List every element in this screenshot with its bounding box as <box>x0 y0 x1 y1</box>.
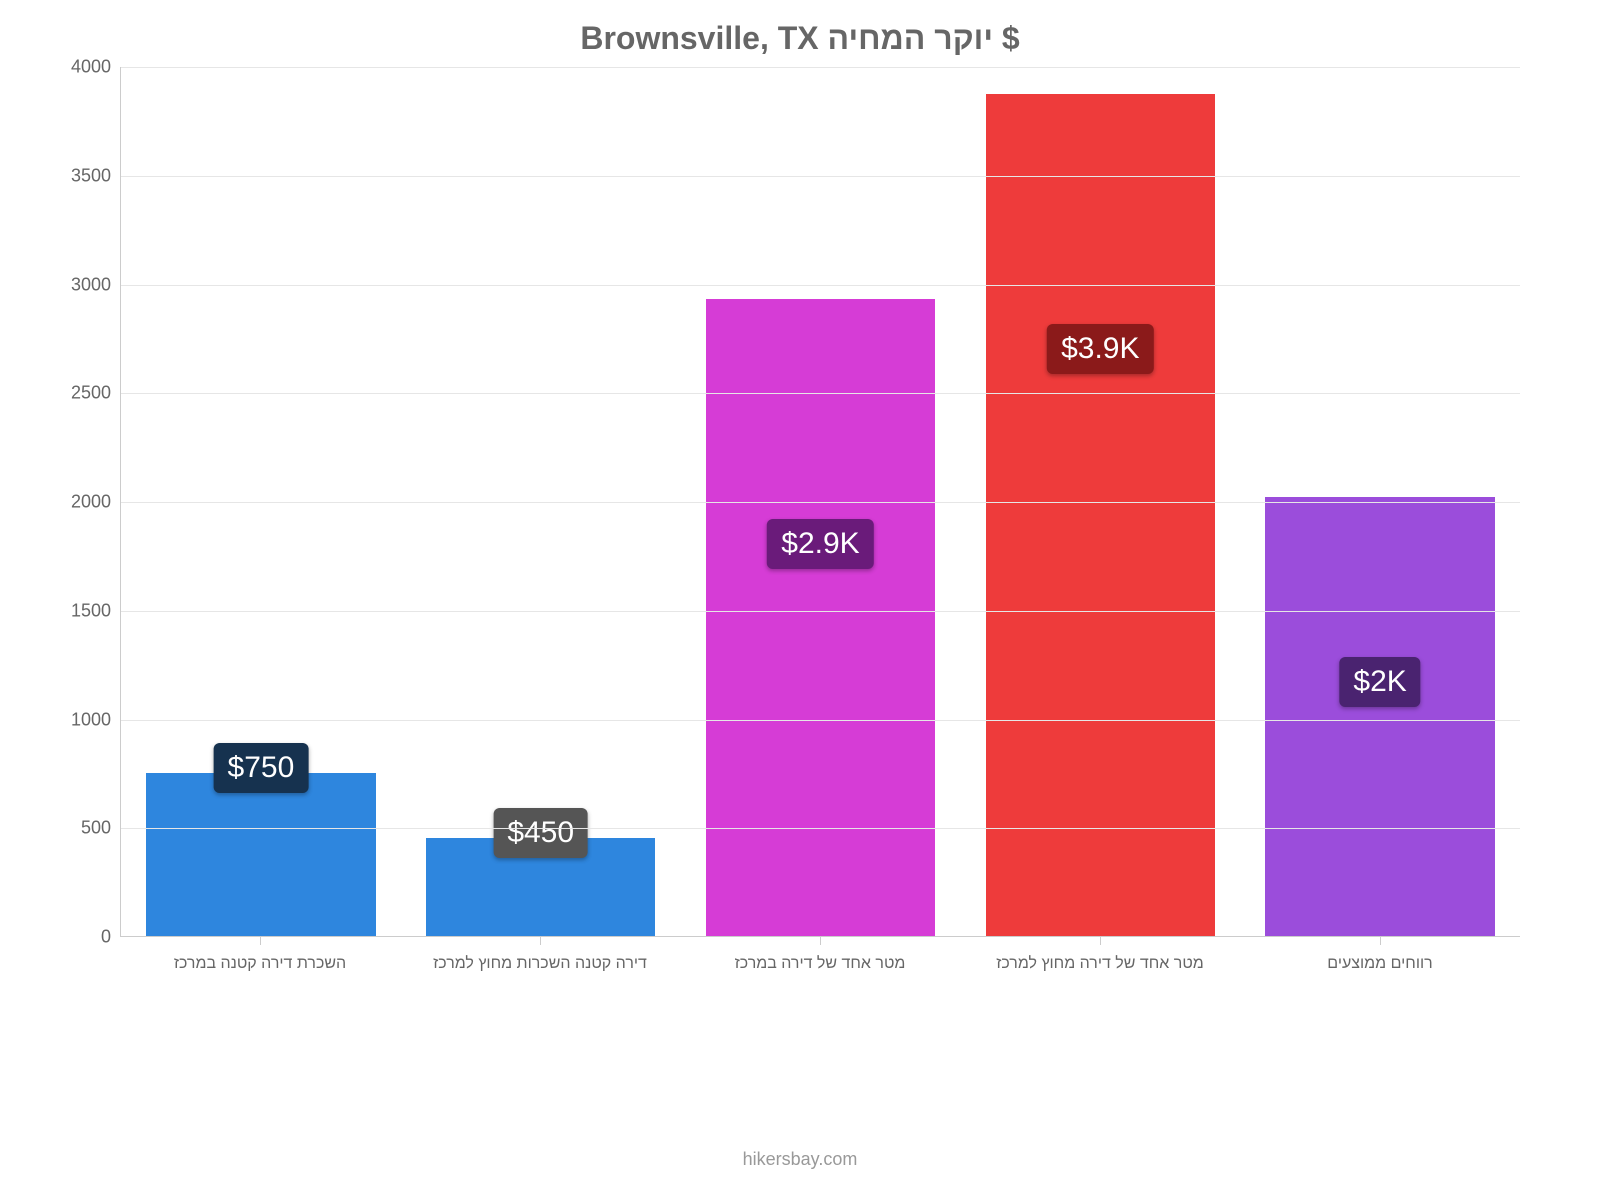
xtick-label: דירה קטנה השכרות מחוץ למרכז <box>400 937 680 973</box>
attribution: hikersbay.com <box>0 1149 1600 1170</box>
bar: $2.9K <box>706 299 935 936</box>
ytick-label: 3000 <box>71 274 121 295</box>
bar: $2K <box>1265 497 1494 936</box>
ytick-label: 2000 <box>71 492 121 513</box>
ytick-label: 4000 <box>71 57 121 78</box>
ytick-label: 0 <box>101 927 121 948</box>
gridline <box>121 67 1520 68</box>
plot-area: $750$450$2.9K$3.9K$2K 050010001500200025… <box>120 67 1520 937</box>
gridline <box>121 720 1520 721</box>
gridline <box>121 828 1520 829</box>
bar: $450 <box>426 838 655 936</box>
cost-of-living-chart: Brownsville, TX יוקר המחיה $ $750 $450 $2.… <box>60 20 1540 1120</box>
gridline <box>121 393 1520 394</box>
x-axis: השכרת דירה קטנה במרכזדירה קטנה השכרות מח… <box>120 937 1520 973</box>
gridline <box>121 611 1520 612</box>
ytick-label: 1500 <box>71 600 121 621</box>
xtick-label: מטר אחד של דירה מחוץ למרכז <box>960 937 1240 973</box>
xtick-label: השכרת דירה קטנה במרכז <box>120 937 400 973</box>
bar-value-label: $3.9K <box>1047 324 1153 374</box>
ytick-label: 2500 <box>71 383 121 404</box>
xtick-label: מטר אחד של דירה במרכז <box>680 937 960 973</box>
bar: $750 <box>146 773 375 936</box>
xtick-label: רווחים ממוצעים <box>1240 937 1520 973</box>
ytick-label: 500 <box>81 818 121 839</box>
bar-value-label: $2.9K <box>767 519 873 569</box>
gridline <box>121 285 1520 286</box>
chart-title: Brownsville, TX יוקר המחיה $ <box>60 20 1540 57</box>
gridline <box>121 176 1520 177</box>
bar-value-label: $450 <box>493 808 588 858</box>
bar-value-label: $750 <box>214 743 309 793</box>
ytick-label: 3500 <box>71 165 121 186</box>
ytick-label: 1000 <box>71 709 121 730</box>
bar: $3.9K <box>986 94 1215 936</box>
gridline <box>121 502 1520 503</box>
bar-value-label: $2K <box>1339 657 1420 707</box>
